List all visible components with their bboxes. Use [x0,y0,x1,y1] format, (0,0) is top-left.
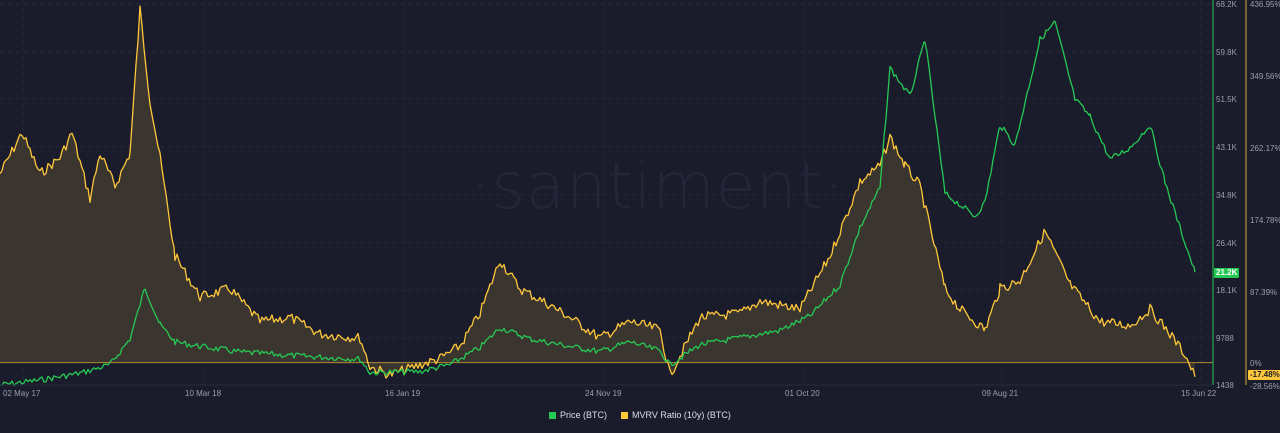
price-tick-label: 43.1K [1216,143,1237,152]
price-tick-label: 18.1K [1216,286,1237,295]
mvrv-area [0,6,1195,379]
mvrv-tick-label: 349.56% [1250,72,1280,81]
x-tick-label: 16 Jan 19 [385,389,421,398]
price-tick-label: 68.2K [1216,0,1237,9]
mvrv-tick-label: -28.56% [1250,382,1280,391]
mvrv-swatch [621,411,628,419]
current-mvrv-badge: -17.48% [1248,370,1280,380]
mvrv-tick-label: 174.78% [1250,216,1280,225]
current-price-badge: 21.2K [1214,268,1240,278]
legend-item-price[interactable]: Price (BTC) [549,410,607,420]
x-tick-label: 24 Nov 19 [585,389,622,398]
mvrv-tick-label: 0% [1250,359,1262,368]
price-tick-label: 59.8K [1216,48,1237,57]
legend-item-mvrv[interactable]: MVRV Ratio (10y) (BTC) [621,410,731,420]
legend: Price (BTC) MVRV Ratio (10y) (BTC) [549,410,731,420]
x-tick-label: 02 May 17 [3,389,41,398]
x-tick-label: 01 Oct 20 [785,389,820,398]
mvrv-line [0,5,1196,379]
x-tick-label: 10 Mar 18 [185,389,222,398]
mvrv-tick-label: 436.95% [1250,0,1280,9]
x-tick-label: 15 Jun 22 [1181,389,1217,398]
mvrv-tick-label: 262.17% [1250,144,1280,153]
price-tick-label: 9788 [1216,334,1234,343]
price-tick-label: 1438 [1216,381,1234,390]
price-swatch [549,411,556,419]
price-line [0,20,1196,387]
price-tick-label: 34.8K [1216,191,1237,200]
legend-label-price: Price (BTC) [560,410,607,420]
price-tick-label: 26.4K [1216,239,1237,248]
legend-label-mvrv: MVRV Ratio (10y) (BTC) [632,410,731,420]
price-tick-label: 51.5K [1216,95,1237,104]
x-tick-label: 09 Aug 21 [982,389,1019,398]
mvrv-tick-label: 87.39% [1250,288,1278,297]
santiment-watermark: ·santiment· [470,150,846,224]
